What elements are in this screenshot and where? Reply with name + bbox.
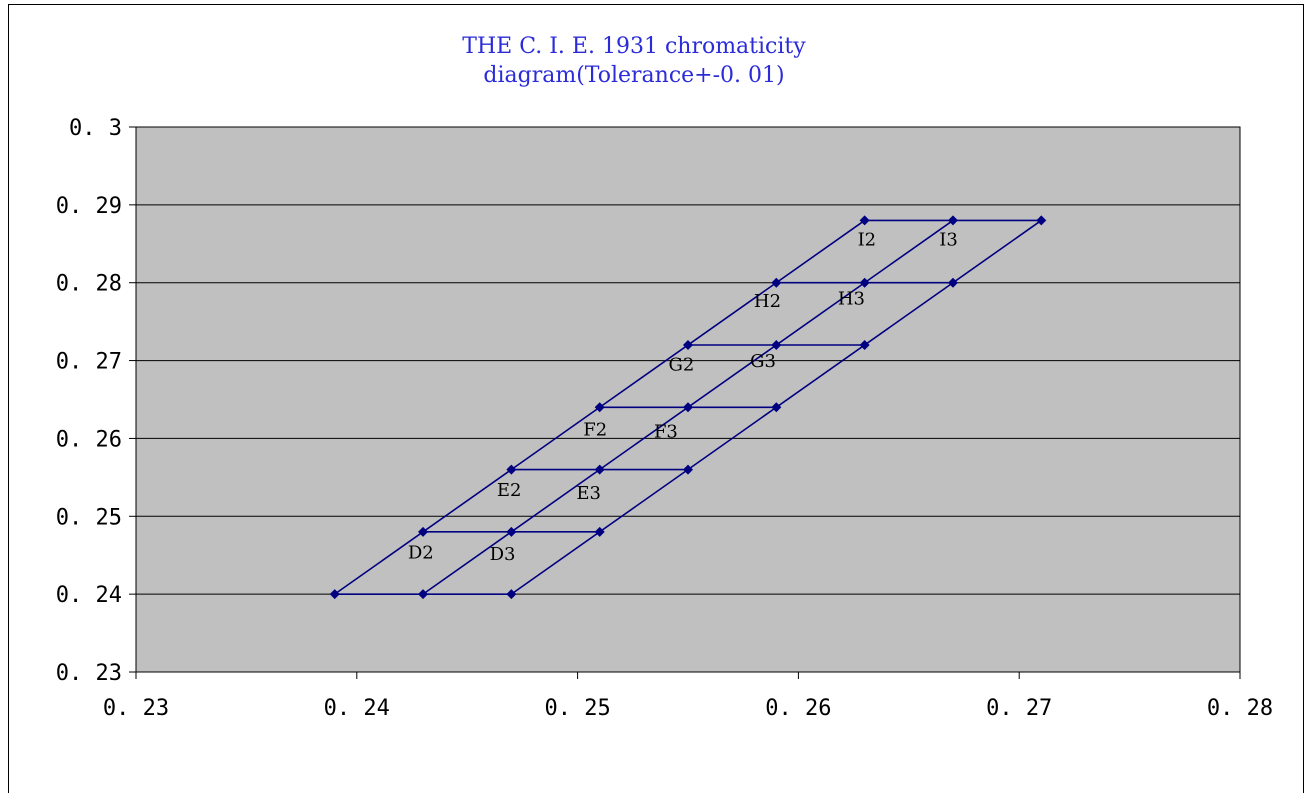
- region-label: G3: [750, 351, 776, 372]
- axes: 0. 23 0. 24 0. 25 0. 26 0. 27 0. 28 0. 29 0. 3 0…: [56, 116, 1273, 721]
- y-tick-label: 0. 27: [56, 350, 122, 375]
- region-label: G2: [668, 355, 694, 376]
- plot-area: [135, 126, 1241, 673]
- data-point-marker: [506, 464, 517, 475]
- chart-frame: [8, 4, 1304, 793]
- region-label: I2: [858, 229, 877, 250]
- y-tick-label: 0. 24: [56, 583, 122, 608]
- data-point-marker: [506, 526, 517, 537]
- data-point-marker: [506, 589, 517, 600]
- data-point-marker: [418, 589, 429, 600]
- region-label: H2: [754, 291, 781, 312]
- region-label: D3: [490, 544, 516, 565]
- data-point-marker: [947, 215, 958, 226]
- data-point-marker: [947, 277, 958, 288]
- data-point-marker: [771, 402, 782, 413]
- data-point-marker: [418, 526, 429, 537]
- region-label: F2: [583, 419, 607, 440]
- data-point-marker: [771, 277, 782, 288]
- region-label: D2: [408, 542, 434, 563]
- x-tick-label: 0. 28: [1207, 696, 1273, 721]
- data-point-marker: [859, 277, 870, 288]
- chart-title: THE C. I. E. 1931 chromaticity diagram(T…: [462, 34, 806, 88]
- x-tick-label: 0. 24: [324, 696, 390, 721]
- region-label: I3: [939, 229, 958, 250]
- region-label: F3: [654, 422, 678, 443]
- chart-title-line-2: diagram(Tolerance+-0. 01): [483, 63, 784, 88]
- x-tick-label: 0. 23: [103, 696, 169, 721]
- data-point-marker: [683, 402, 693, 413]
- y-tick-label: 0. 29: [56, 194, 122, 219]
- y-tick-label: 0. 25: [56, 505, 122, 530]
- data-point-marker: [859, 340, 870, 350]
- data-point-marker: [1036, 215, 1047, 226]
- data-point-marker: [594, 464, 605, 475]
- data-point-marker: [594, 526, 605, 537]
- region-label: E2: [497, 480, 522, 501]
- x-tick-label: 0. 25: [544, 696, 610, 721]
- gridlines: [136, 204, 1240, 595]
- data-point-marker: [683, 464, 693, 475]
- y-tick-label: 0. 23: [56, 661, 122, 686]
- chart-title-line-1: THE C. I. E. 1931 chromaticity: [462, 34, 806, 59]
- y-tick-label: 0. 3: [69, 116, 122, 141]
- data-point-marker: [594, 402, 605, 413]
- y-tick-label: 0. 26: [56, 427, 122, 452]
- data-point-marker: [683, 340, 693, 350]
- region-label: E3: [576, 483, 601, 504]
- data-point-marker: [859, 215, 870, 226]
- data-point-marker: [771, 340, 782, 350]
- region-labels: D2 D3 E2 E3 F2 F3 G2 G3 H2 H3 I2 I3: [408, 229, 958, 565]
- y-tick-label: 0. 28: [56, 272, 122, 297]
- data-point-marker: [329, 589, 340, 600]
- x-tick-label: 0. 26: [765, 696, 831, 721]
- region-label: H3: [838, 289, 865, 310]
- x-tick-label: 0. 27: [986, 696, 1052, 721]
- data-markers: [329, 215, 1047, 600]
